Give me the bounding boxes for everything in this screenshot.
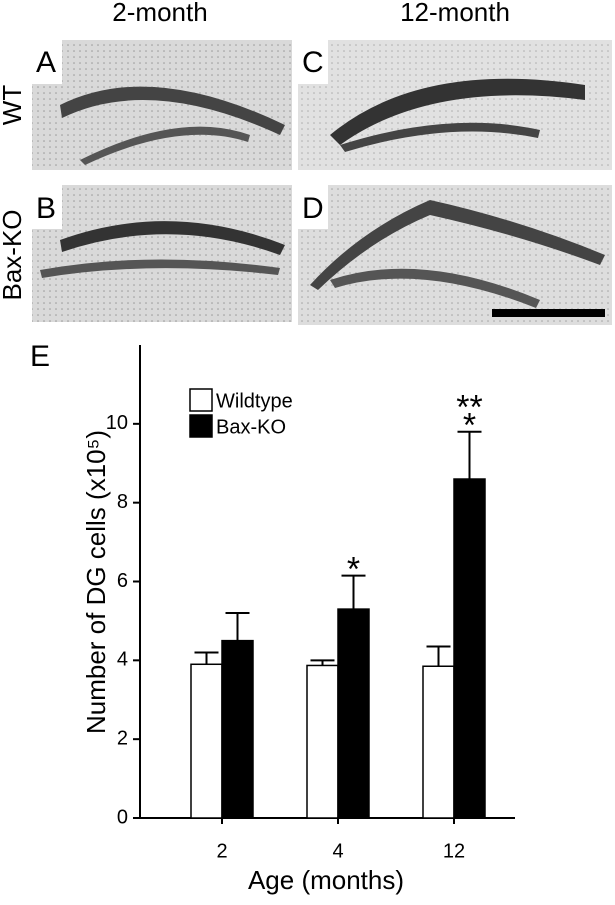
micrographs xyxy=(32,40,612,325)
significance-label: ** xyxy=(456,389,482,427)
col-title: 2-month xyxy=(112,0,207,27)
bar xyxy=(306,664,339,819)
bar xyxy=(337,608,370,819)
y-tick-label: 6 xyxy=(117,570,128,592)
panel-letter: C xyxy=(302,46,324,79)
x-tick-label: 4 xyxy=(332,840,343,862)
bar xyxy=(221,639,254,819)
y-tick-label: 10 xyxy=(106,412,128,434)
legend-label: Wildtype xyxy=(216,390,293,412)
y-tick-label: 0 xyxy=(117,806,128,828)
panel-letter: E xyxy=(30,340,50,373)
panel-letter: A xyxy=(36,46,56,79)
y-tick-label: 8 xyxy=(117,491,128,513)
bar xyxy=(190,663,223,819)
legend-swatch xyxy=(189,414,213,438)
y-tick-label: 2 xyxy=(117,727,128,749)
significance-label: * xyxy=(463,407,476,445)
y-tick-label: 4 xyxy=(117,649,128,671)
x-tick-label: 12 xyxy=(443,840,465,862)
legend-label: Bax-KO xyxy=(216,416,286,438)
x-axis-label: Age (months) xyxy=(248,865,404,895)
row-title: Bax-KO xyxy=(0,209,27,300)
bar xyxy=(422,665,455,819)
y-axis-label: Number of DG cells (x10⁵) xyxy=(81,430,111,734)
panel-letter: D xyxy=(302,192,324,225)
panel-letter: B xyxy=(36,192,56,225)
legend-swatch xyxy=(189,388,213,412)
bar xyxy=(453,478,486,819)
col-title: 12-month xyxy=(400,0,510,27)
x-tick-label: 2 xyxy=(216,840,227,862)
row-title: WT xyxy=(0,85,27,126)
significance-label: * xyxy=(347,551,360,589)
